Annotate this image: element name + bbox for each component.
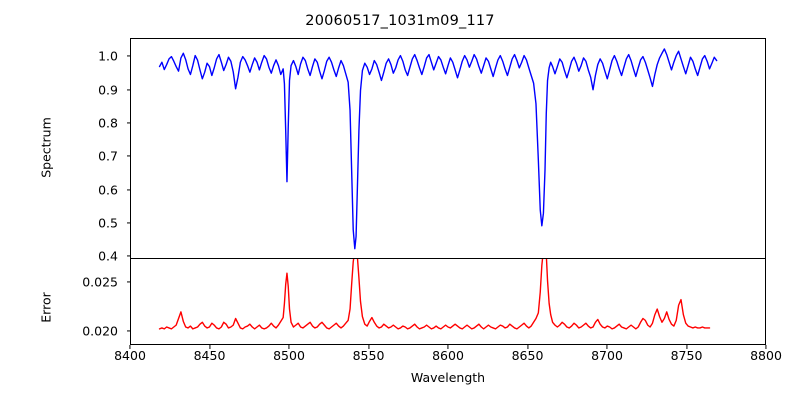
x-tick-mark: [765, 345, 767, 349]
y-tick-mark: [126, 89, 130, 91]
error-axis-label: Error: [38, 292, 54, 323]
x-tick-mark: [685, 345, 688, 349]
figure-title: 20060517_1031m09_117: [305, 13, 495, 29]
x-tick-mark: [129, 345, 131, 349]
y-tick-label: 0.020: [82, 323, 118, 338]
x-tick-label: 8600: [432, 348, 464, 363]
y-tick-mark: [126, 155, 130, 157]
x-tick-label: 8550: [352, 348, 385, 363]
spectrum-plot-panel: [130, 38, 766, 258]
y-tick-mark: [126, 222, 130, 224]
y-tick-label: 0.9: [98, 82, 118, 98]
x-tick-label: 8400: [114, 348, 146, 363]
x-axis-label: Wavelength: [410, 370, 486, 385]
y-tick-mark: [126, 329, 130, 332]
y-tick-mark: [126, 55, 130, 57]
error-series-line: [131, 259, 765, 344]
y-tick-label: 0.6: [98, 182, 118, 198]
y-tick-label: 0.7: [98, 148, 118, 164]
y-tick-mark: [126, 281, 130, 283]
x-tick-label: 8800: [750, 348, 782, 363]
x-tick-mark: [606, 345, 608, 349]
y-tick-mark: [126, 189, 130, 191]
y-tick-mark: [126, 255, 130, 257]
x-tick-label: 8450: [193, 348, 226, 363]
x-tick-label: 8750: [670, 348, 703, 363]
y-tick-label: 1.0: [98, 48, 118, 64]
x-tick-mark: [288, 345, 290, 349]
x-tick-mark: [208, 345, 211, 349]
y-tick-label: 0.025: [82, 274, 118, 290]
y-tick-label: 0.4: [98, 248, 118, 264]
x-tick-mark: [367, 345, 370, 349]
x-tick-label: 8500: [273, 348, 305, 363]
y-tick-label: 0.5: [98, 215, 118, 231]
x-tick-mark: [526, 345, 529, 349]
x-tick-mark: [447, 345, 449, 349]
y-tick-label: 0.8: [98, 115, 118, 131]
spectrum-series-line: [131, 39, 765, 258]
error-plot-panel: [130, 258, 766, 345]
y-tick-mark: [126, 122, 130, 124]
x-tick-label: 8700: [591, 348, 623, 363]
spectrum-axis-label: Spectrum: [38, 117, 54, 178]
x-tick-label: 8650: [511, 348, 544, 363]
